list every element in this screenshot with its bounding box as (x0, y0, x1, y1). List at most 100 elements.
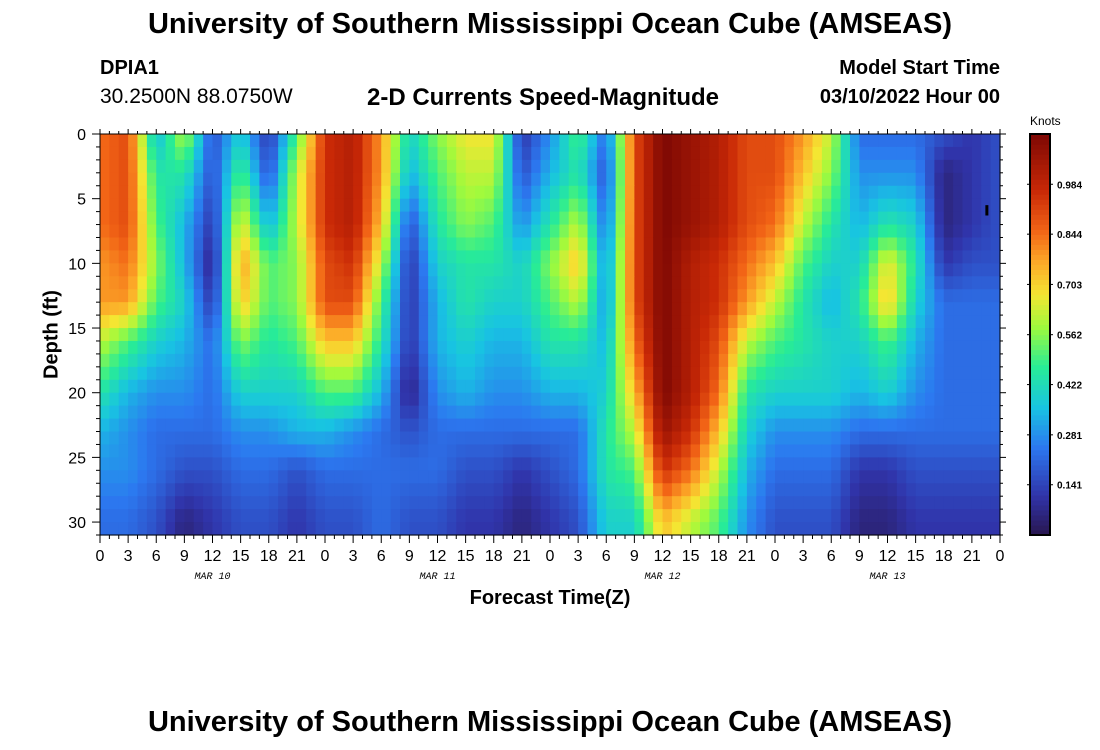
heatmap-cell (990, 159, 1001, 174)
heatmap-cell (784, 509, 795, 523)
heatmap-cell (821, 328, 832, 342)
heatmap-cell (559, 224, 570, 239)
heatmap-cell (362, 134, 373, 148)
heatmap-cell (118, 444, 129, 458)
heatmap-cell (521, 185, 532, 200)
heatmap-cell (756, 444, 767, 458)
heatmap-cell (578, 483, 589, 497)
heatmap-cell (259, 328, 270, 342)
heatmap-cell (428, 392, 439, 407)
heatmap-cell (296, 470, 307, 484)
heatmap-cell (418, 134, 429, 148)
heatmap-cell (540, 134, 551, 148)
heatmap-cell (962, 379, 973, 394)
heatmap-cell (503, 483, 514, 497)
heatmap-cell (906, 496, 917, 510)
heatmap-cell (315, 353, 326, 368)
heatmap-cell (803, 237, 814, 252)
heatmap-cell (662, 353, 673, 368)
heatmap-cell (475, 315, 485, 329)
heatmap-cell (718, 366, 729, 381)
heatmap-cell (231, 198, 242, 213)
heatmap-cell (775, 250, 785, 264)
heatmap-cell (962, 431, 973, 446)
heatmap-cell (643, 431, 654, 446)
heatmap-cell (259, 457, 270, 471)
heatmap-cell (268, 315, 279, 329)
heatmap-cell (531, 405, 542, 420)
heatmap-cell (671, 496, 682, 510)
heatmap-cell (962, 302, 973, 316)
heatmap-cell (343, 366, 354, 381)
heatmap-cell (681, 340, 692, 355)
heatmap-cell (493, 237, 504, 252)
heatmap-cell (175, 237, 185, 252)
heatmap-cell (268, 185, 279, 200)
heatmap-cell (587, 379, 598, 394)
heatmap-cell (418, 418, 429, 433)
heatmap-cell (287, 198, 298, 213)
heatmap-cell (231, 483, 242, 497)
heatmap-cell (475, 328, 485, 342)
heatmap-cell (756, 483, 767, 497)
heatmap-cell (109, 470, 120, 484)
heatmap-cell (221, 224, 232, 239)
heatmap-cell (456, 263, 467, 277)
heatmap-cell (559, 276, 570, 290)
heatmap-cell (259, 340, 270, 355)
heatmap-cell (990, 483, 1001, 497)
heatmap-cell (700, 366, 710, 381)
heatmap-cell (596, 366, 607, 381)
heatmap-cell (718, 302, 729, 316)
heatmap-cell (653, 315, 664, 329)
heatmap-cell (278, 302, 289, 316)
heatmap-cell (400, 289, 410, 303)
heatmap-cell (896, 522, 907, 536)
heatmap-cell (418, 431, 429, 446)
colorbar-tick-label: 0.703 (1057, 280, 1082, 291)
heatmap-cell (371, 185, 382, 200)
heatmap-cell (259, 237, 270, 252)
heatmap-cell (156, 237, 167, 252)
heatmap-cell (418, 405, 429, 420)
heatmap-cell (915, 302, 926, 316)
heatmap-cell (456, 418, 467, 433)
heatmap-cell (343, 444, 354, 458)
heatmap-cell (896, 405, 907, 420)
heatmap-cell (756, 146, 767, 161)
heatmap-cell (456, 522, 467, 536)
heatmap-cell (765, 172, 776, 187)
heatmap-cell (343, 302, 354, 316)
heatmap-cell (418, 289, 429, 303)
heatmap-cell (859, 366, 870, 381)
heatmap-cell (990, 457, 1001, 471)
heatmap-cell (512, 315, 523, 329)
heatmap-cell (493, 496, 504, 510)
heatmap-cell (934, 366, 945, 381)
heatmap-cell (559, 431, 570, 446)
heatmap-cell (306, 146, 317, 161)
heatmap-cell (409, 483, 420, 497)
heatmap-cell (812, 237, 823, 252)
heatmap-cell (643, 289, 654, 303)
heatmap-cell (568, 431, 579, 446)
heatmap-cell (653, 405, 664, 420)
heatmap-cell (409, 366, 420, 381)
heatmap-cell (118, 263, 129, 277)
heatmap-cell (259, 483, 270, 497)
heatmap-cell (315, 470, 326, 484)
heatmap-cell (156, 405, 167, 420)
heatmap-cell (231, 392, 242, 407)
heatmap-cell (381, 146, 392, 161)
heatmap-cell (521, 366, 532, 381)
heatmap-cell (925, 379, 935, 394)
heatmap-cell (831, 289, 842, 303)
heatmap-cell (381, 315, 392, 329)
heatmap-cell (765, 353, 776, 368)
colorbar-swatch (1030, 489, 1050, 496)
heatmap-cell (568, 483, 579, 497)
heatmap-cell (165, 185, 176, 200)
heatmap-cell (653, 185, 664, 200)
heatmap-cell (803, 302, 814, 316)
heatmap-cell (203, 457, 214, 471)
